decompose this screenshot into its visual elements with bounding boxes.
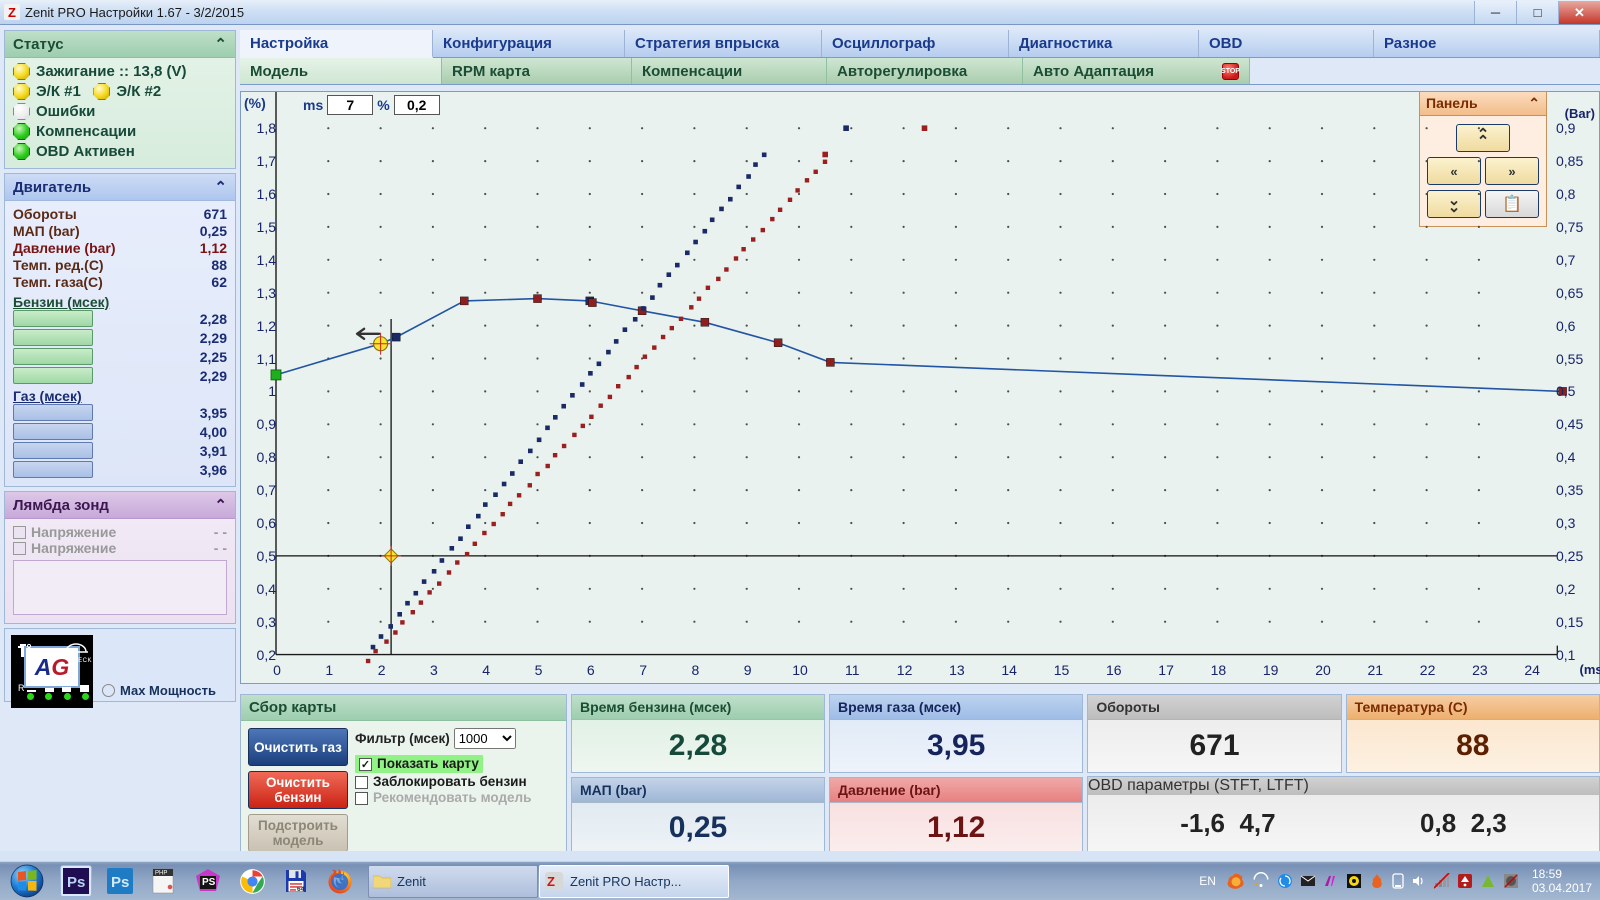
- svg-text:64: 64: [297, 886, 305, 893]
- svg-text:PS: PS: [202, 877, 216, 888]
- svg-text:Ps: Ps: [67, 874, 85, 891]
- svg-text:Ps: Ps: [111, 874, 129, 891]
- svg-text:PHP: PHP: [155, 871, 167, 877]
- svg-text:Z: Z: [547, 874, 555, 889]
